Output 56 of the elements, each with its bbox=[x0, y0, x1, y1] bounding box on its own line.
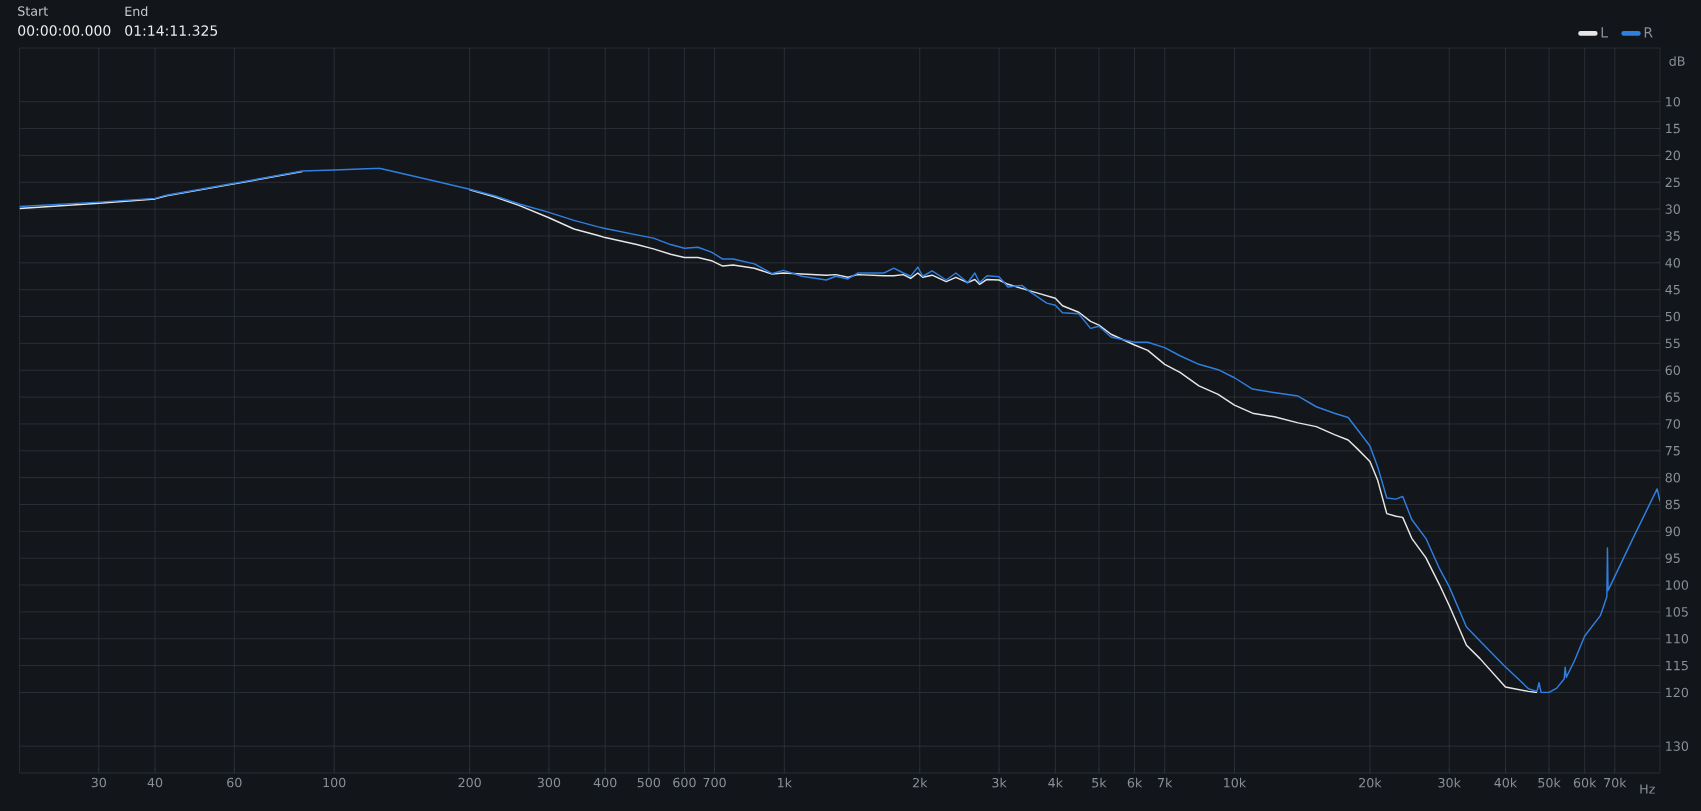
legend-label: L bbox=[1601, 27, 1608, 38]
y-tick-label: 50 bbox=[1665, 311, 1681, 322]
x-tick-label: 100 bbox=[323, 777, 346, 788]
y-tick-label: 30 bbox=[1665, 204, 1681, 214]
x-tick-label: 400 bbox=[593, 777, 617, 788]
y-tick-label: 25 bbox=[1665, 177, 1680, 188]
y-tick-label: 100 bbox=[1666, 580, 1689, 590]
x-tick-label: 10k bbox=[1224, 777, 1247, 788]
text: 00:00:00.000 bbox=[18, 25, 111, 36]
y-tick-label: 70 bbox=[1665, 419, 1681, 429]
x-tick-label: 3k bbox=[992, 777, 1007, 788]
x-tick-label: 30k bbox=[1438, 777, 1461, 788]
legend-label: R bbox=[1644, 27, 1653, 38]
x-tick-label: 700 bbox=[703, 777, 726, 788]
x-tick-label: 200 bbox=[458, 777, 481, 788]
x-tick-label: 20k bbox=[1359, 777, 1382, 788]
y-tick-label: 20 bbox=[1665, 150, 1681, 161]
y-tick-label: 90 bbox=[1665, 526, 1681, 537]
text: 01:14:11.325 bbox=[125, 25, 218, 36]
x-tick-label: 60k bbox=[1573, 777, 1597, 788]
x-tick-label: 1k bbox=[778, 777, 792, 788]
y-tick-label: 65 bbox=[1665, 392, 1680, 402]
y-tick-label: 35 bbox=[1665, 231, 1680, 241]
y-tick-label: 130 bbox=[1666, 741, 1689, 751]
x-tick-label: 30 bbox=[91, 777, 107, 788]
x-tick-label: 70k bbox=[1604, 777, 1627, 788]
y-tick-label: 110 bbox=[1666, 633, 1689, 644]
y-tick-label: 15 bbox=[1666, 123, 1680, 134]
x-axis-title: Hz bbox=[1640, 784, 1655, 794]
x-tick-label: 60 bbox=[227, 777, 242, 788]
x-tick-label: 4k bbox=[1048, 777, 1063, 788]
y-tick-label: 60 bbox=[1665, 365, 1681, 376]
y-tick-label: 95 bbox=[1665, 553, 1680, 563]
y-tick-label: 10 bbox=[1666, 96, 1681, 107]
y-tick-label: 120 bbox=[1666, 687, 1689, 698]
y-tick-label: 40 bbox=[1665, 258, 1681, 268]
x-tick-label: 600 bbox=[673, 777, 696, 788]
x-tick-label: 500 bbox=[637, 777, 661, 788]
y-tick-label: 45 bbox=[1665, 284, 1680, 295]
x-tick-label: 7k bbox=[1158, 777, 1173, 788]
y-tick-label: 85 bbox=[1665, 499, 1680, 510]
y-tick-label: 115 bbox=[1666, 660, 1688, 671]
x-tick-label: 40 bbox=[147, 777, 163, 788]
y-tick-label: 80 bbox=[1665, 472, 1681, 483]
x-tick-label: 5k bbox=[1092, 777, 1107, 788]
x-tick-label: 300 bbox=[537, 777, 561, 788]
x-tick-label: 6k bbox=[1127, 777, 1143, 788]
x-tick-label: 40k bbox=[1494, 777, 1518, 788]
y-tick-label: 105 bbox=[1666, 607, 1688, 617]
text: Start bbox=[18, 6, 48, 16]
y-axis-title: dB bbox=[1669, 56, 1685, 66]
text: End bbox=[125, 6, 148, 17]
x-tick-label: 50k bbox=[1538, 777, 1561, 788]
y-tick-label: 75 bbox=[1665, 446, 1680, 456]
y-tick-label: 55 bbox=[1665, 338, 1680, 349]
x-tick-label: 2k bbox=[913, 777, 928, 788]
